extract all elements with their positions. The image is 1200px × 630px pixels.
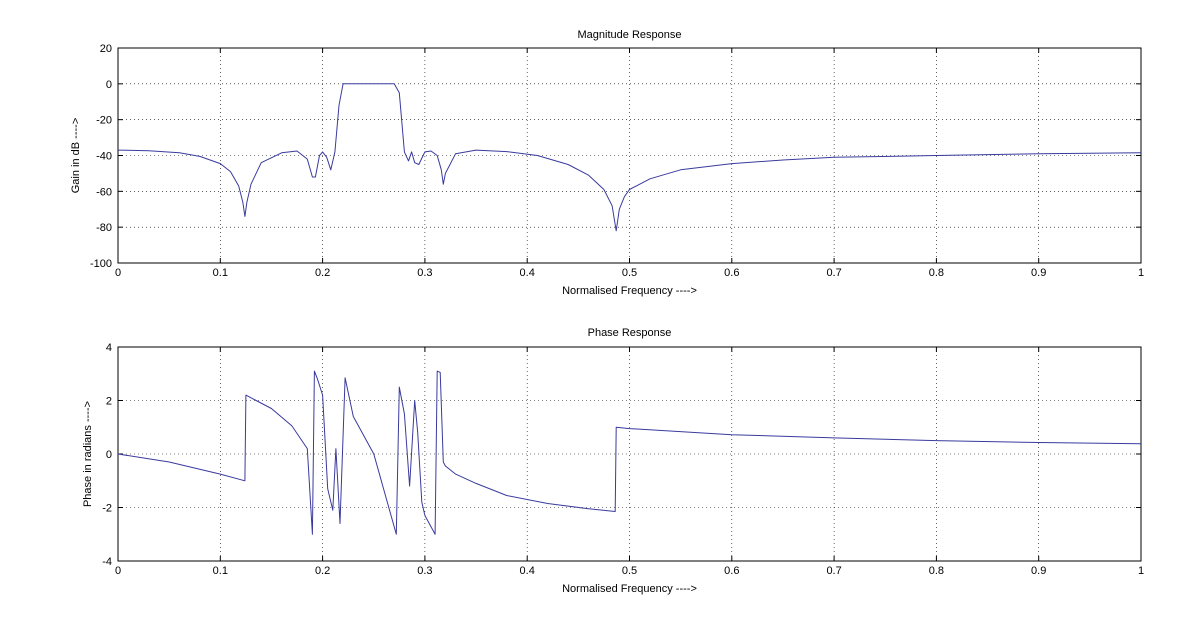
magnitude-x-axis-label: Normalised Frequency ----> [562, 285, 697, 297]
phase-x-tick-label: 0.7 [826, 565, 841, 577]
phase-series-line [117, 370, 1142, 535]
phase-y-tick-label: -4 [102, 556, 112, 568]
phase-x-tick-label: 0.9 [1031, 565, 1046, 577]
phase-y-tick-label: -2 [102, 503, 112, 515]
phase-x-tick-label: 0.2 [315, 565, 330, 577]
phase-x-tick-label: 0.4 [520, 565, 535, 577]
phase-x-tick-label: 1 [1138, 565, 1144, 577]
phase-x-axis-label: Normalised Frequency ----> [562, 583, 697, 595]
magnitude-series-line [117, 83, 1142, 232]
phase-x-tick-label: 0.8 [929, 565, 944, 577]
phase-x-tick-label: 0.3 [417, 565, 432, 577]
magnitude-x-tick-label: 1 [1138, 267, 1144, 279]
magnitude-chart-title: Magnitude Response [578, 29, 682, 41]
phase-y-tick-label: 0 [106, 449, 112, 461]
magnitude-x-tick-label: 0.5 [622, 267, 637, 279]
magnitude-x-tick-label: 0.9 [1031, 267, 1046, 279]
magnitude-response-panel: 0 0.1 0.2 0.3 0.4 0.5 0.6 0.7 0.8 0.9 1 -100 -80 -60 -… [70, 29, 1144, 297]
magnitude-x-tick-label: 0.4 [520, 267, 535, 279]
phase-x-tick-label: 0.6 [724, 565, 739, 577]
phase-response-panel: 0 0.1 0.2 0.3 0.4 0.5 0.6 0.7 0.8 0.9 1 -4 -2 0 2 4 Phas… [82, 327, 1144, 595]
phase-x-tick-label: 0.5 [622, 565, 637, 577]
magnitude-x-tick-label: 0.2 [315, 267, 330, 279]
magnitude-x-tick-label: 0.1 [213, 267, 228, 279]
phase-x-tick-label: 0 [115, 565, 121, 577]
magnitude-x-tick-label: 0.6 [724, 267, 739, 279]
magnitude-y-tick-label: -60 [96, 186, 112, 198]
magnitude-y-tick-label: -20 [96, 115, 112, 127]
magnitude-y-tick-label: 0 [106, 79, 112, 91]
magnitude-y-tick-label: -100 [90, 258, 112, 270]
magnitude-y-tick-label: -40 [96, 151, 112, 163]
phase-y-tick-label: 4 [106, 342, 112, 354]
phase-y-axis-label: Phase in radians ----> [82, 401, 94, 507]
magnitude-x-tick-label: 0.3 [417, 267, 432, 279]
phase-x-tick-label: 0.1 [213, 565, 228, 577]
magnitude-x-tick-label: 0 [115, 267, 121, 279]
magnitude-x-tick-label: 0.8 [929, 267, 944, 279]
magnitude-y-tick-label: -80 [96, 222, 112, 234]
magnitude-y-axis-label: Gain in dB ----> [70, 118, 82, 194]
phase-chart-title: Phase Response [588, 327, 672, 339]
magnitude-x-tick-label: 0.7 [826, 267, 841, 279]
phase-y-tick-label: 2 [106, 396, 112, 408]
magnitude-y-tick-label: 20 [100, 43, 112, 55]
